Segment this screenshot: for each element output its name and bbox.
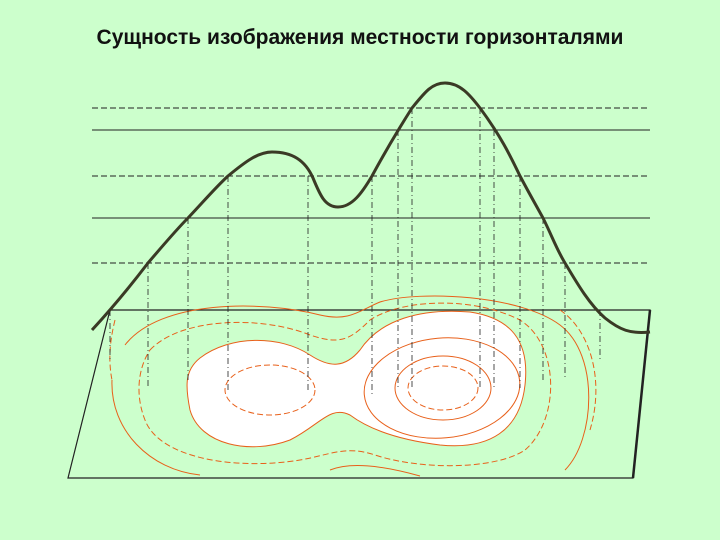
projection-lines	[109, 108, 601, 395]
map-plane	[67, 295, 652, 479]
terrain-profile	[90, 81, 651, 334]
title: Сущность изображения местности горизонта…	[97, 26, 624, 49]
